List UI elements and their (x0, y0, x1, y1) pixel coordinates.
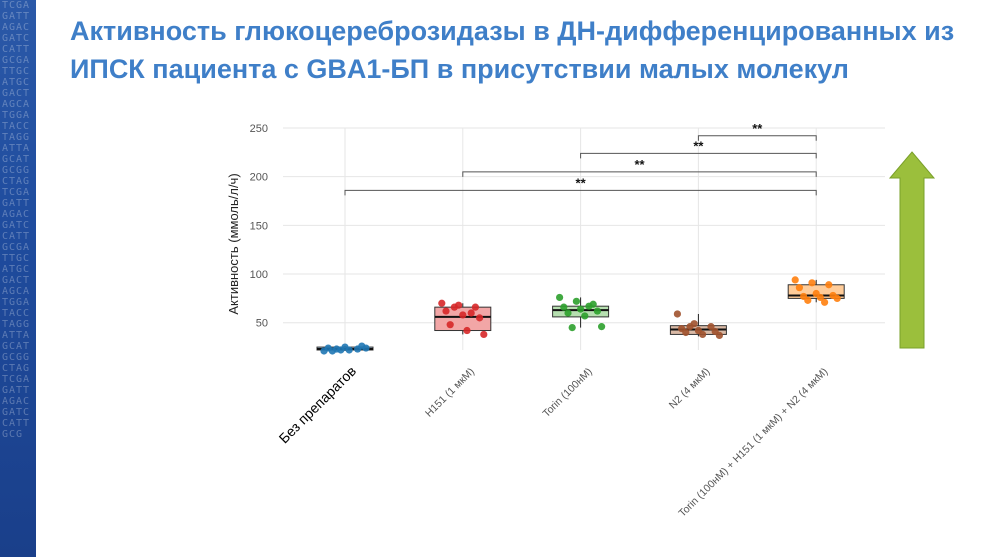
data-point (471, 303, 479, 311)
data-point (556, 293, 564, 302)
data-point (593, 307, 602, 315)
y-tick-label: 200 (250, 172, 268, 184)
data-point (682, 328, 690, 337)
side-dna-strip: TCGAGATTAGACGATCCATTGCGATTGCATGCGACTAGCA… (0, 0, 36, 557)
data-point (463, 326, 471, 335)
data-point (446, 321, 454, 329)
data-point (833, 294, 841, 302)
x-tick-label: H151 (1 мкМ) (423, 366, 477, 420)
significance-label: ** (576, 175, 587, 190)
data-point (686, 323, 694, 331)
significance-bracket (462, 171, 817, 177)
data-point (480, 330, 488, 339)
data-point (467, 309, 475, 317)
data-point (345, 346, 353, 354)
data-point (438, 299, 446, 307)
data-point (673, 310, 682, 318)
significance-bracket (580, 152, 817, 159)
data-point (568, 324, 576, 332)
data-point (816, 293, 825, 302)
data-point (581, 312, 589, 320)
x-tick-label: Torin (100нМ) (540, 366, 594, 420)
y-tick-label: 50 (256, 318, 268, 330)
x-tick-label: Torin (100нМ) + H151 (1 мкМ) + N2 (4 мкМ… (676, 366, 830, 520)
data-point (442, 307, 450, 315)
significance-label: ** (752, 121, 763, 136)
data-point (459, 311, 467, 319)
data-point (450, 303, 458, 311)
data-point (821, 298, 829, 306)
data-point (707, 323, 715, 331)
data-point (476, 314, 484, 322)
y-tick-label: 250 (250, 123, 268, 135)
data-point (699, 330, 707, 339)
data-point (572, 297, 581, 305)
slide-title: Активность глюкоцереброзидазы в ДН-диффе… (70, 16, 955, 84)
data-point (808, 279, 816, 287)
data-point (333, 345, 341, 353)
x-tick-label: N2 (4 мкМ) (667, 366, 713, 412)
data-point (795, 284, 804, 292)
y-tick-label: 100 (250, 269, 268, 281)
y-axis-label: Активность (ммоль/л/ч) (226, 173, 241, 314)
y-tick-label: 150 (250, 220, 268, 232)
data-point (585, 302, 593, 310)
data-point (825, 281, 833, 289)
data-point (791, 276, 799, 284)
data-point (577, 305, 585, 313)
data-point (362, 344, 370, 352)
significance-label: ** (634, 157, 645, 172)
data-point (715, 331, 724, 339)
data-point (564, 309, 572, 317)
data-point (560, 303, 568, 311)
increase-arrow-icon (888, 150, 936, 350)
data-point (598, 323, 606, 331)
data-point (804, 296, 812, 304)
dna-sequence-pattern: TCGAGATTAGACGATCCATTGCGATTGCATGCGACTAGCA… (2, 0, 31, 440)
significance-bracket (344, 189, 817, 196)
significance-bracket (697, 135, 817, 141)
x-tick-label: Без препаратов (276, 363, 360, 447)
significance-label: ** (693, 138, 704, 153)
